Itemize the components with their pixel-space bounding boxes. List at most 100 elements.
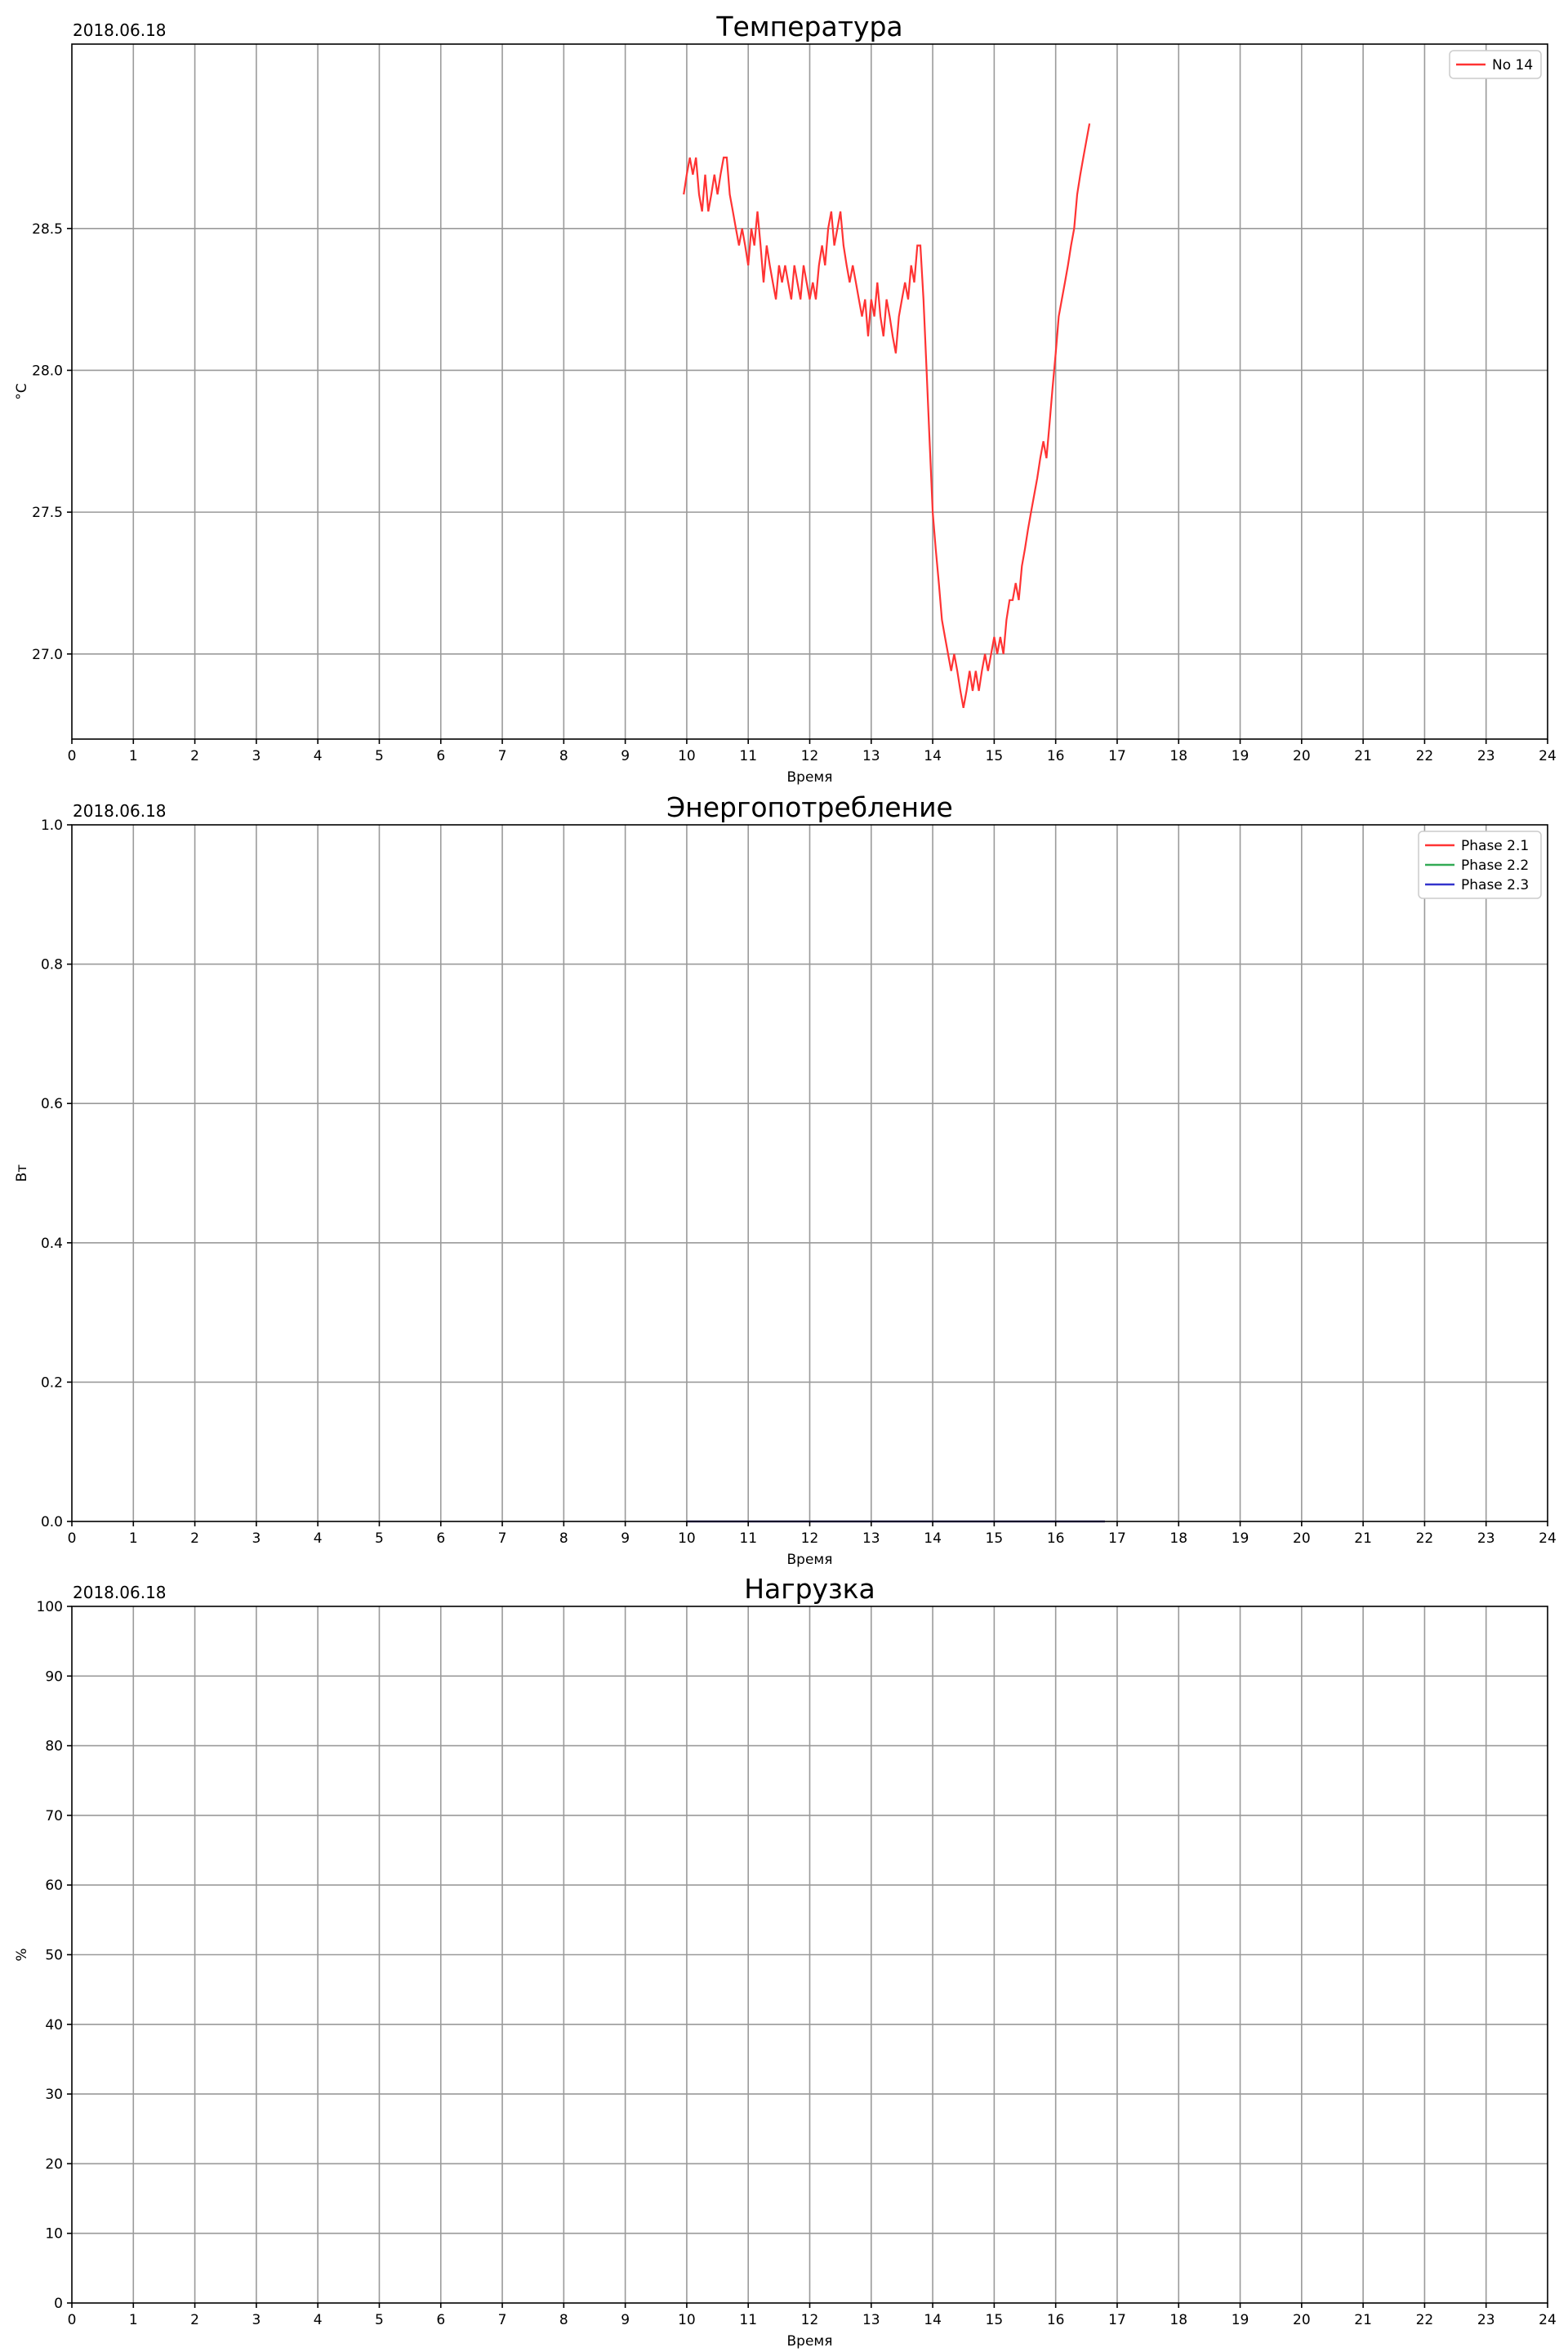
y-axis-label: Вт — [14, 1165, 30, 1183]
x-tick-label: 16 — [1047, 1530, 1065, 1547]
x-tick-label: 18 — [1169, 1530, 1187, 1547]
x-tick-label: 19 — [1232, 2312, 1250, 2328]
x-tick-label: 12 — [801, 1530, 819, 1547]
legend-box — [1449, 50, 1542, 79]
x-tick-label: 24 — [1539, 2312, 1557, 2328]
x-tick-label: 1 — [129, 1530, 138, 1547]
x-tick-label: 18 — [1169, 748, 1187, 764]
chart-title: Энергопотребление — [666, 791, 953, 823]
date-label: 2018.06.18 — [73, 1583, 167, 1602]
x-tick-label: 20 — [1293, 2312, 1311, 2328]
y-tick-label: 60 — [45, 1878, 63, 1894]
x-tick-label: 20 — [1293, 748, 1311, 764]
chart-title: Температура — [715, 11, 902, 42]
x-tick-label: 4 — [314, 1530, 323, 1547]
x-tick-label: 16 — [1047, 748, 1065, 764]
x-tick-label: 3 — [252, 1530, 261, 1547]
chart-title: Нагрузка — [744, 1573, 875, 1605]
legend: No 14 — [1449, 50, 1542, 79]
x-tick-label: 7 — [498, 1530, 507, 1547]
x-tick-label: 11 — [739, 748, 757, 764]
x-tick-label: 21 — [1354, 2312, 1372, 2328]
x-tick-label: 7 — [498, 2312, 507, 2328]
y-tick-label: 30 — [45, 2087, 63, 2103]
x-tick-label: 1 — [129, 2312, 138, 2328]
x-tick-label: 5 — [375, 748, 384, 764]
y-axis-label: °C — [14, 383, 30, 399]
chart-panel-1: 0 1 2 3 4 5 6 7 8 9 10 11 12 13 14 15 16 17 18 19 20 21 22 23 24… — [14, 11, 1557, 786]
x-tick-label: 7 — [498, 748, 507, 764]
x-tick-label: 12 — [801, 748, 819, 764]
y-tick-label: 1.0 — [41, 817, 63, 834]
chart-panel-3: 0 1 2 3 4 5 6 7 8 9 10 11 12 13 14 15 16 17 18 19 20 21 22 23 24… — [14, 1573, 1557, 2350]
series-line-1 — [683, 123, 1091, 708]
x-tick-label: 3 — [252, 2312, 261, 2328]
x-tick-label: 14 — [924, 1530, 942, 1547]
x-tick-label: 2 — [190, 748, 199, 764]
date-label: 2018.06.18 — [73, 801, 167, 821]
y-tick-label: 0.2 — [41, 1374, 63, 1391]
x-tick-label: 9 — [621, 1530, 630, 1547]
y-tick-label: 100 — [37, 1599, 63, 1615]
x-tick-label: 23 — [1477, 1530, 1495, 1547]
x-tick-label: 0 — [68, 748, 77, 764]
y-tick-label: 90 — [45, 1668, 63, 1685]
x-axis-label: Время — [787, 2333, 833, 2350]
y-tick-label: 50 — [45, 1948, 63, 1964]
x-tick-label: 6 — [436, 748, 445, 764]
legend-label: No 14 — [1492, 57, 1533, 74]
x-tick-label: 22 — [1416, 1530, 1434, 1547]
x-tick-label: 24 — [1539, 748, 1557, 764]
x-tick-label: 13 — [862, 2312, 880, 2328]
x-tick-label: 5 — [375, 1530, 384, 1547]
y-tick-label: 0.0 — [41, 1514, 63, 1530]
x-tick-label: 3 — [252, 748, 261, 764]
x-tick-label: 17 — [1108, 1530, 1126, 1547]
x-tick-label: 19 — [1232, 748, 1250, 764]
legend-label: Phase 2.3 — [1461, 877, 1529, 893]
x-tick-label: 10 — [678, 2312, 696, 2328]
y-tick-label: 27.0 — [32, 647, 63, 663]
x-tick-label: 15 — [986, 748, 1004, 764]
x-tick-label: 5 — [375, 2312, 384, 2328]
x-tick-label: 13 — [862, 748, 880, 764]
x-tick-label: 15 — [986, 2312, 1004, 2328]
x-tick-label: 6 — [436, 2312, 445, 2328]
y-tick-label: 28.0 — [32, 363, 63, 379]
x-tick-label: 24 — [1539, 1530, 1557, 1547]
x-tick-label: 13 — [862, 1530, 880, 1547]
y-tick-label: 28.5 — [32, 221, 63, 238]
y-tick-label: 10 — [45, 2226, 63, 2243]
legend: Phase 2.1 Phase 2.2 Phase 2.3 — [1418, 831, 1542, 899]
x-tick-label: 8 — [559, 748, 568, 764]
x-tick-label: 0 — [68, 1530, 77, 1547]
x-tick-label: 17 — [1108, 2312, 1126, 2328]
x-tick-label: 22 — [1416, 2312, 1434, 2328]
x-tick-label: 18 — [1169, 2312, 1187, 2328]
y-tick-label: 70 — [45, 1808, 63, 1824]
x-axis-label: Время — [787, 1552, 833, 1568]
x-tick-label: 8 — [559, 1530, 568, 1547]
legend-box — [1418, 831, 1542, 899]
x-tick-label: 2 — [190, 1530, 199, 1547]
legend-label: Phase 2.2 — [1461, 858, 1529, 874]
x-tick-label: 9 — [621, 748, 630, 764]
x-tick-label: 12 — [801, 2312, 819, 2328]
legend-label: Phase 2.1 — [1461, 838, 1529, 854]
y-tick-label: 0.6 — [41, 1096, 63, 1112]
x-tick-label: 10 — [678, 1530, 696, 1547]
x-tick-label: 4 — [314, 2312, 323, 2328]
x-tick-label: 15 — [986, 1530, 1004, 1547]
x-tick-label: 11 — [739, 2312, 757, 2328]
x-tick-label: 1 — [129, 748, 138, 764]
y-tick-label: 40 — [45, 2017, 63, 2034]
x-tick-label: 22 — [1416, 748, 1434, 764]
x-tick-label: 9 — [621, 2312, 630, 2328]
x-tick-label: 14 — [924, 748, 942, 764]
y-tick-label: 27.5 — [32, 505, 63, 521]
x-tick-label: 4 — [314, 748, 323, 764]
x-tick-label: 17 — [1108, 748, 1126, 764]
x-tick-label: 0 — [68, 2312, 77, 2328]
y-axis-label: % — [14, 1948, 30, 1961]
